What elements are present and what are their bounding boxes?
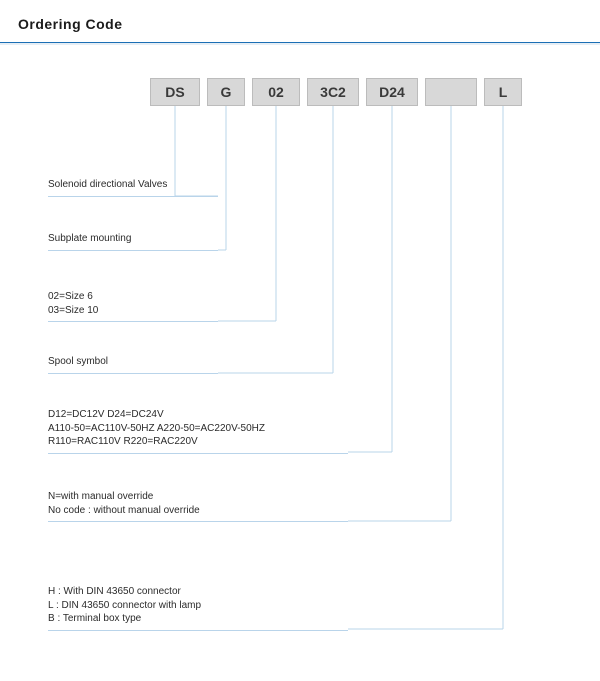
desc-ds: Solenoid directional Valves xyxy=(48,178,218,197)
desc-l: H : With DIN 43650 connectorL : DIN 4365… xyxy=(48,585,348,631)
desc-02-underline xyxy=(48,317,218,322)
desc-02-line: 02=Size 6 xyxy=(48,290,218,304)
desc-02: 02=Size 603=Size 10 xyxy=(48,290,218,322)
desc-g: Subplate mounting xyxy=(48,232,218,251)
desc-l-line: H : With DIN 43650 connector xyxy=(48,585,348,599)
desc-d24-line: A110-50=AC110V-50HZ A220-50=AC220V-50HZ xyxy=(48,422,348,436)
desc-d24-line: R110=RAC110V R220=RAC220V xyxy=(48,435,348,449)
desc-l-line: L : DIN 43650 connector with lamp xyxy=(48,599,348,613)
desc-g-underline xyxy=(48,246,218,251)
desc-d24-line: D12=DC12V D24=DC24V xyxy=(48,408,348,422)
desc-02-line: 03=Size 10 xyxy=(48,304,218,318)
desc-g-line: Subplate mounting xyxy=(48,232,218,246)
desc-d24: D12=DC12V D24=DC24VA110-50=AC110V-50HZ A… xyxy=(48,408,348,454)
desc-l-underline xyxy=(48,626,348,631)
desc-3c2-line: Spool symbol xyxy=(48,355,218,369)
title-underline xyxy=(0,42,600,43)
desc-l-line: B : Terminal box type xyxy=(48,612,348,626)
desc-blank: N=with manual overrideNo code : without … xyxy=(48,490,348,522)
desc-3c2-underline xyxy=(48,369,218,374)
desc-ds-underline xyxy=(48,192,218,197)
desc-blank-line: No code : without manual override xyxy=(48,504,348,518)
code-box-02: 02 xyxy=(252,78,300,106)
desc-blank-line: N=with manual override xyxy=(48,490,348,504)
desc-d24-underline xyxy=(48,449,348,454)
desc-blank-underline xyxy=(48,517,348,522)
code-box-blank xyxy=(425,78,477,106)
code-box-3c2: 3C2 xyxy=(307,78,359,106)
page-title: Ordering Code xyxy=(18,16,123,32)
desc-3c2: Spool symbol xyxy=(48,355,218,374)
desc-ds-line: Solenoid directional Valves xyxy=(48,178,218,192)
code-box-d24: D24 xyxy=(366,78,418,106)
code-box-ds: DS xyxy=(150,78,200,106)
code-box-g: G xyxy=(207,78,245,106)
code-box-l: L xyxy=(484,78,522,106)
